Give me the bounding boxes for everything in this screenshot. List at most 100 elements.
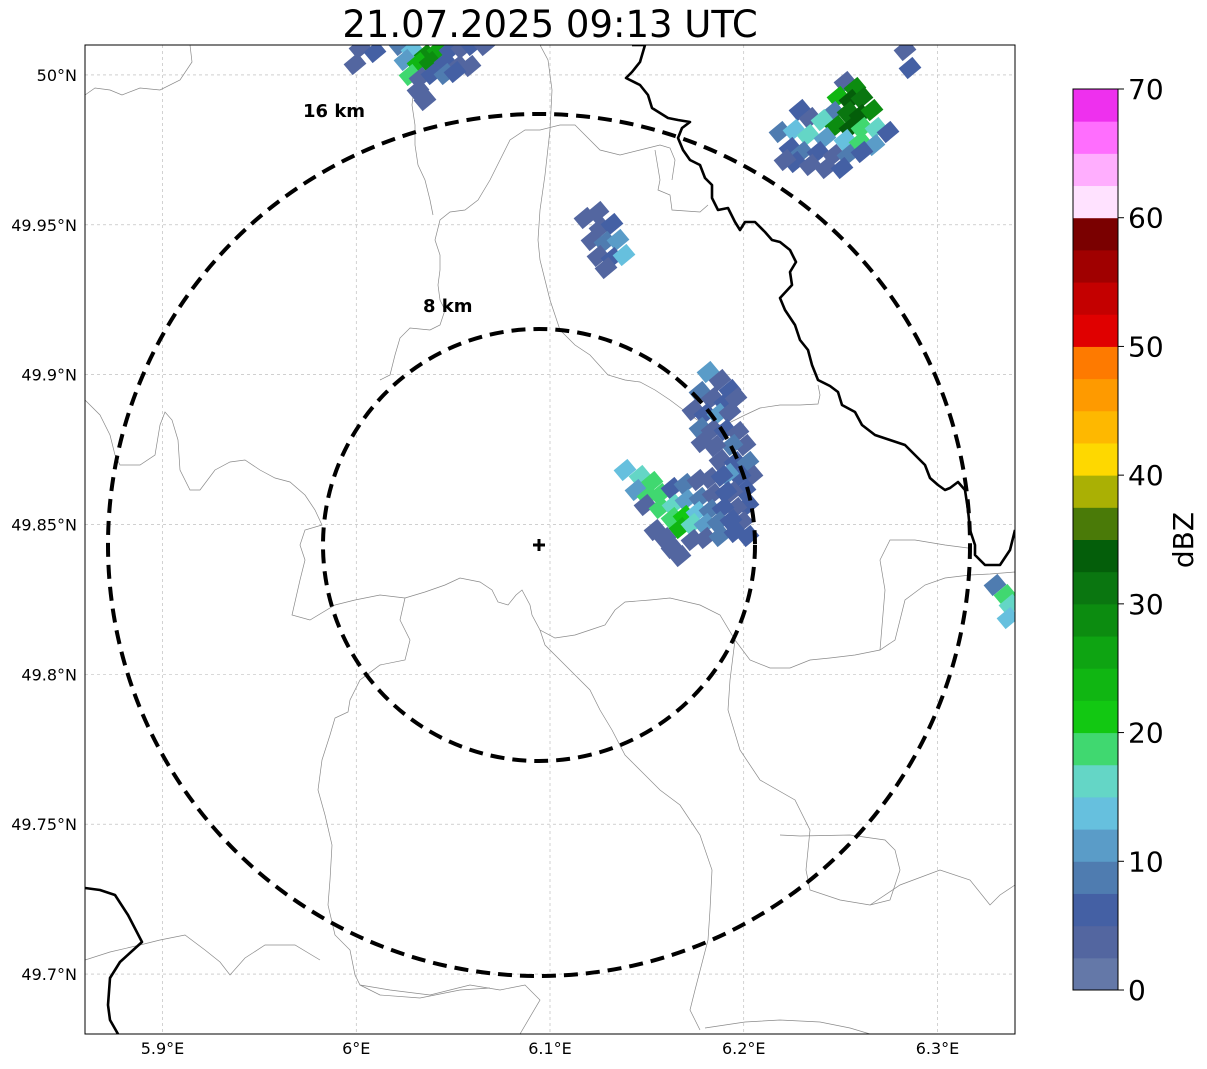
echo-cell bbox=[696, 360, 720, 384]
echo-cell bbox=[668, 544, 692, 568]
echo-cell bbox=[473, 45, 497, 57]
echo-cell bbox=[719, 508, 743, 532]
echo-cell bbox=[700, 386, 724, 410]
echo-cell bbox=[640, 470, 664, 494]
map-area[interactable]: 16 km 8 km bbox=[85, 34, 1021, 1034]
echo-cell bbox=[723, 520, 747, 544]
colorbar-band bbox=[1073, 764, 1118, 798]
colorbar: 0 10 20 30 40 50 60 70 dBZ bbox=[1072, 73, 1200, 1007]
admin-borders bbox=[85, 45, 1015, 1034]
lat-tick-label: 49.85°N bbox=[11, 516, 77, 535]
echo-cell bbox=[653, 526, 677, 550]
echo-cell bbox=[718, 400, 742, 424]
colorbar-band bbox=[1073, 475, 1118, 508]
echo-cell bbox=[693, 512, 717, 536]
echo-cell bbox=[733, 433, 757, 457]
lat-tick-label: 49.75°N bbox=[11, 815, 77, 834]
echo-cell bbox=[833, 128, 857, 152]
lon-tick-label: 5.9°E bbox=[141, 1039, 185, 1058]
colorbar-tick-label: 0 bbox=[1128, 974, 1146, 1007]
colorbar-band bbox=[1073, 636, 1118, 669]
colorbar-band bbox=[1073, 89, 1118, 122]
echo-cell bbox=[633, 493, 657, 517]
colorbar-band bbox=[1073, 314, 1118, 347]
echo-cell bbox=[996, 606, 1015, 630]
colorbar-band bbox=[1073, 700, 1118, 734]
echo-cell bbox=[580, 228, 604, 252]
echo-cell bbox=[600, 212, 624, 236]
echo-cell bbox=[433, 50, 457, 74]
colorbar-band bbox=[1073, 346, 1118, 380]
echo-cell bbox=[876, 120, 900, 144]
colorbar-band bbox=[1073, 732, 1118, 766]
echo-cell bbox=[710, 464, 734, 488]
echo-cell bbox=[690, 430, 714, 454]
lat-tick-label: 49.7°N bbox=[21, 965, 77, 984]
echo-cell bbox=[850, 140, 874, 164]
echo-cell bbox=[393, 48, 417, 72]
echo-cell bbox=[850, 116, 874, 140]
echo-cell bbox=[848, 130, 872, 154]
colorbar-band bbox=[1073, 442, 1118, 476]
map-frame bbox=[84, 44, 1016, 1035]
lon-tick-label: 6.2°E bbox=[722, 1039, 766, 1058]
ring-label-16km: 16 km bbox=[303, 101, 365, 122]
colorbar-band bbox=[1073, 282, 1118, 315]
echo-cell bbox=[680, 512, 704, 536]
colorbar-title: dBZ bbox=[1167, 512, 1200, 568]
colorbar-band bbox=[1073, 153, 1118, 187]
colorbar-band bbox=[1073, 668, 1118, 701]
echo-cell bbox=[460, 45, 484, 57]
colorbar-band bbox=[1073, 957, 1118, 991]
echo-cell bbox=[443, 60, 467, 84]
echo-cell bbox=[788, 98, 812, 122]
echo-cell bbox=[864, 116, 888, 140]
echo-cell bbox=[714, 480, 738, 504]
colorbar-ticks: 0 10 20 30 40 50 60 70 bbox=[1118, 73, 1164, 1007]
echo-cell bbox=[993, 583, 1015, 607]
colorbar-band bbox=[1073, 571, 1118, 605]
echo-cell bbox=[406, 78, 430, 102]
echo-cell bbox=[810, 108, 834, 132]
axis-labels: 5.9°E 6°E 6.1°E 6.2°E 6.3°E 50°N 49.95°N 49.9°N… bbox=[11, 66, 959, 1058]
lon-tick-label: 6°E bbox=[342, 1039, 370, 1058]
colorbar-bands bbox=[1073, 89, 1118, 991]
echo-cell bbox=[703, 434, 727, 458]
radar-echoes bbox=[343, 45, 1015, 630]
echo-cell bbox=[612, 243, 636, 267]
range-ring-16km bbox=[106, 112, 972, 978]
echo-cell bbox=[708, 368, 732, 392]
echo-cell bbox=[624, 478, 648, 502]
echo-cell bbox=[983, 573, 1007, 597]
colorbar-band bbox=[1073, 603, 1118, 637]
echo-cell bbox=[773, 148, 797, 172]
colorbar-band bbox=[1073, 893, 1118, 927]
echo-cell bbox=[388, 45, 412, 57]
colorbar-band bbox=[1073, 378, 1118, 412]
map-title: 21.07.2025 09:13 UTC bbox=[342, 3, 758, 46]
echo-cell bbox=[836, 100, 860, 124]
echo-cell bbox=[783, 150, 807, 174]
echo-cell bbox=[860, 98, 884, 122]
echo-cell bbox=[628, 464, 652, 488]
echo-cell bbox=[706, 510, 730, 534]
colorbar-tick-label: 70 bbox=[1128, 73, 1164, 106]
echo-cell bbox=[713, 418, 737, 442]
colorbar-tick-label: 10 bbox=[1128, 845, 1164, 878]
lon-tick-label: 6.3°E bbox=[916, 1039, 960, 1058]
colorbar-band bbox=[1073, 185, 1118, 219]
colorbar-band bbox=[1073, 925, 1118, 959]
echo-cell bbox=[798, 106, 822, 130]
echo-cell bbox=[893, 45, 917, 62]
echo-cell bbox=[733, 478, 757, 502]
colorbar-band bbox=[1073, 249, 1118, 283]
colorbar-tick-label: 60 bbox=[1128, 202, 1164, 235]
echo-cell bbox=[398, 63, 422, 87]
echo-cell bbox=[708, 524, 732, 548]
colorbar-tick-label: 30 bbox=[1128, 588, 1164, 621]
echo-cell bbox=[606, 228, 630, 252]
range-ring-8km bbox=[321, 327, 757, 763]
echo-cell bbox=[450, 45, 474, 60]
echo-cell bbox=[814, 156, 838, 180]
